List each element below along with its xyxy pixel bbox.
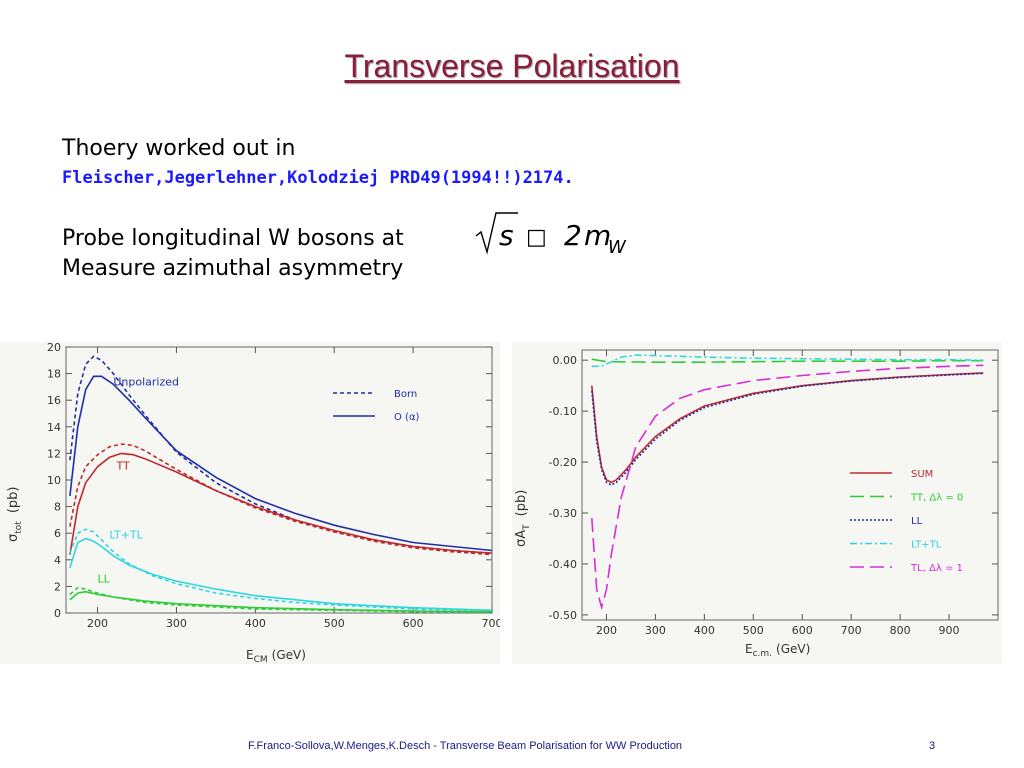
x-tick-label: 300 [645,624,666,637]
y-tick-label: 4 [54,554,61,567]
x-tick-label: 300 [166,617,187,630]
annotation-lt-tl: LT+TL [109,529,143,542]
x-tick-label: 600 [792,624,813,637]
annotation-ll: LL [98,572,111,585]
y-tick-label: -0.10 [549,405,577,418]
x-axis-label-main: E [246,648,254,662]
x-tick-label: 400 [694,624,715,637]
footer-text: F.Franco-Sollova,W.Menges,K.Desch - Tran… [248,740,683,752]
x-axis-label-unit: (GeV) [272,648,306,662]
x-tick-label: 200 [596,624,617,637]
sqrt-icon [475,212,518,255]
formula-subscript: W [608,237,627,258]
measure-text: Measure azimuthal asymmetry [62,256,404,281]
y-tick-label: 6 [54,527,61,540]
y-axis-label: σtot (pb) [6,487,24,542]
legend-label-tt-0: TT, Δλ = 0 [910,493,963,504]
x-tick-label: 500 [743,624,764,637]
slide-title: Transverse Polarisation [344,48,680,84]
x-tick-label: 700 [841,624,862,637]
legend-label-ll: LL [911,516,923,527]
y-tick-label: 14 [47,421,61,434]
y-axis-label-main: σ [6,534,21,542]
x-tick-label: 800 [890,624,911,637]
y-axis-label-sub: T [522,524,532,531]
legend-label-tl-1: TL, Δλ = 1 [910,563,963,574]
cross-section-plot: 0 2 4 6 8 10 12 14 16 18 20 200 300 400 500 600 700 ECM (G… [0,342,500,664]
x-axis-label: Ec.m. (GeV) [745,642,810,659]
legend-label-born: Born [394,389,417,400]
y-axis-label-unit: (pb) [6,487,21,514]
y-tick-label: 18 [47,368,61,381]
formula-relation-glyph: □ [526,225,547,250]
series-tt-0 [591,358,984,363]
plot-frame [581,349,999,621]
x-axis-label-unit: (GeV) [776,642,810,656]
y-tick-label: -0.20 [549,456,577,469]
y-tick-label: 16 [47,394,61,407]
series-lt-tl [591,354,984,368]
y-tick-label: 2 [54,580,61,593]
legend-label-lt-tl: LT+TL [911,540,942,551]
y-tick-label: 0.00 [553,354,578,367]
series-tt-o [69,452,493,555]
formula-s: s [499,219,514,252]
x-axis-label-sub: CM [254,655,268,664]
x-axis-label-sub: c.m. [753,649,772,659]
asymmetry-plot: 0.00 -0.10 -0.20 -0.30 -0.40 -0.50 200 300 400 50… [512,342,1002,664]
threshold-formula: s □ 2 m W [475,212,627,258]
y-tick-label: -0.40 [549,558,577,571]
y-tick-label: -0.30 [549,507,577,520]
reference-citation: Fleischer,Jegerlehner,Kolodziej PRD49(19… [62,168,574,188]
y-tick-label: 12 [47,447,61,460]
y-axis-label-sub: tot [14,521,24,534]
y-axis-label-unit: (pb) [514,490,529,517]
x-tick-label: 200 [87,617,108,630]
x-axis-label-main: E [745,642,753,656]
formula-coefficient: 2 [564,219,582,252]
y-axis-label-main: σA [514,530,529,547]
series-ll [591,372,984,486]
series-unpolarized-o [69,375,493,552]
plot-background [512,342,1002,664]
y-tick-label: -0.50 [549,609,577,622]
legend-label-sum: SUM [911,469,933,480]
annotation-unpolarized: Unpolarized [113,376,179,389]
y-tick-label: 0 [54,607,61,620]
x-tick-label: 400 [245,617,266,630]
series-tl-1 [591,364,984,611]
formula-mass: m [584,219,611,252]
x-tick-label: 900 [939,624,960,637]
legend-label-o: O (α) [394,412,420,423]
y-tick-label: 8 [54,501,61,514]
series-tt-born [69,443,493,556]
annotation-tt: TT [115,459,130,472]
x-axis-label: ECM (GeV) [246,648,306,664]
x-tick-label: 500 [324,617,345,630]
series-lt-tl-born [69,528,493,612]
series-sum [591,372,984,484]
x-tick-label: 700 [482,617,501,630]
x-tick-label: 600 [403,617,424,630]
series-lt-tl-o [69,537,493,612]
y-axis-label: σAT (pb) [514,490,532,547]
page-number: 3 [929,740,936,752]
probe-text: Probe longitudinal W bosons at [62,226,404,251]
y-tick-label: 20 [47,342,61,354]
series-ll-o [69,590,493,613]
intro-text: Thoery worked out in [62,136,296,161]
y-tick-label: 10 [47,474,61,487]
